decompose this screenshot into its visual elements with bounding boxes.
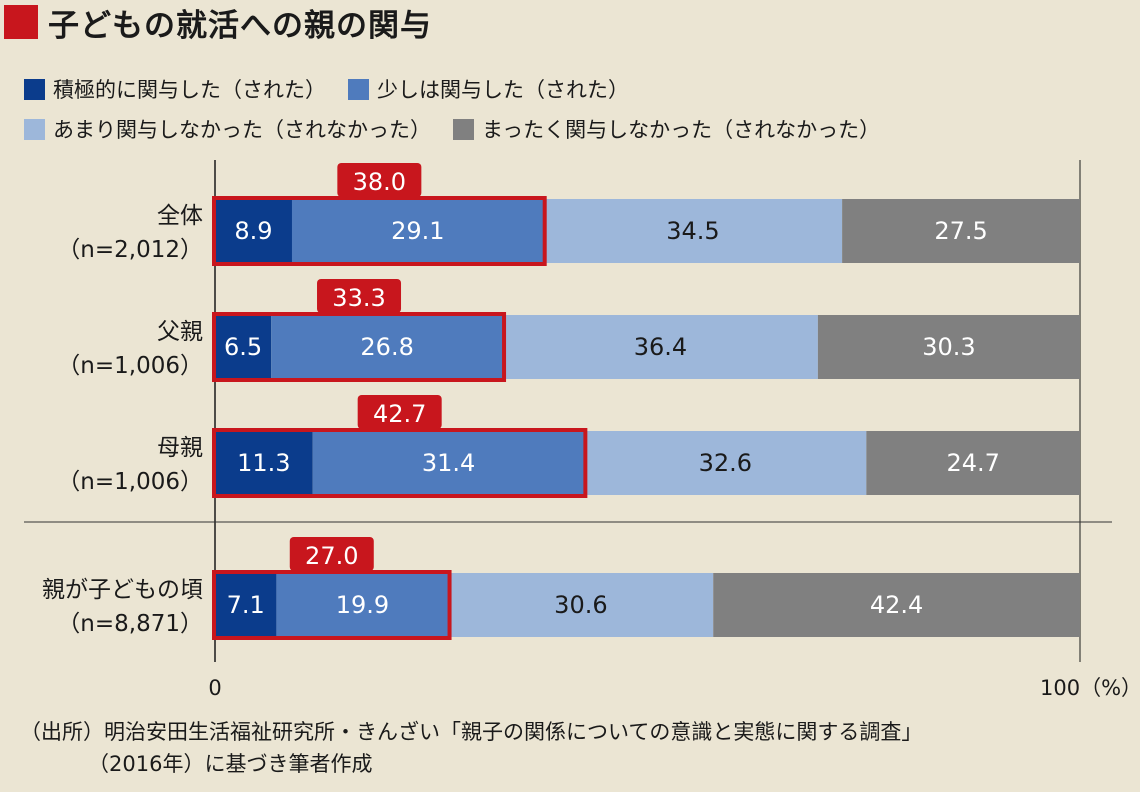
data-label: 32.6 [699, 449, 752, 477]
data-label: 11.3 [237, 449, 290, 477]
category-sample-size: （n=8,871） [57, 611, 203, 637]
data-label: 19.9 [336, 591, 389, 619]
source-line-2: （2016年）に基づき筆者作成 [88, 752, 373, 776]
legend-swatch [24, 118, 45, 140]
category-label: 親が子どもの頃 [42, 577, 203, 603]
legend-item: まったく関与しなかった（されなかった） [453, 114, 880, 144]
data-label: 42.4 [870, 591, 923, 619]
bar-segment [842, 199, 1080, 263]
category-sample-size: （n=1,006） [57, 353, 203, 379]
bar-segment [543, 199, 843, 263]
category-label: 父親 [157, 319, 203, 345]
bar-segment [215, 431, 313, 495]
category-label: 母親 [157, 435, 203, 461]
data-label: 27.5 [934, 217, 987, 245]
legend-label: 少しは関与した（された） [377, 78, 629, 102]
legend-swatch [453, 118, 474, 140]
x-tick-label: 0 [208, 676, 221, 700]
bar-segment [584, 431, 867, 495]
legend-swatch [24, 78, 45, 100]
data-label: 6.5 [224, 333, 262, 361]
bar-segment [291, 199, 544, 263]
highlight-box [212, 570, 452, 640]
highlight-total-label: 38.0 [353, 168, 406, 196]
legend-item: 少しは関与した（された） [348, 74, 629, 104]
title-marker [4, 5, 38, 39]
bar-segment [448, 573, 714, 637]
data-label: 30.3 [922, 333, 975, 361]
highlight-total-label: 42.7 [373, 400, 426, 428]
bar-segment [215, 573, 277, 637]
legend-label: まったく関与しなかった（されなかった） [482, 118, 881, 142]
data-label: 31.4 [422, 449, 475, 477]
highlight-total-label: 27.0 [305, 542, 358, 570]
bar-segment [215, 199, 292, 263]
bar-segment [215, 315, 272, 379]
data-label: 36.4 [634, 333, 687, 361]
data-label: 8.9 [234, 217, 272, 245]
legend-item: 積極的に関与した（された） [24, 74, 326, 104]
title-bar: 子どもの就活への親の関与 [0, 0, 432, 44]
bar-segment [817, 315, 1080, 379]
category-sample-size: （n=2,012） [57, 237, 203, 263]
highlight-total-badge [317, 279, 402, 313]
bar-segment [271, 315, 504, 379]
bar-segment [312, 431, 585, 495]
legend-label: 積極的に関与した（された） [53, 78, 326, 102]
legend-item: あまり関与しなかった（されなかった） [24, 114, 431, 144]
highlight-total-badge [289, 537, 374, 571]
highlight-box [212, 312, 507, 382]
x-tick-label: 100（%） [1040, 676, 1140, 700]
legend-swatch [348, 78, 369, 100]
legend-label: あまり関与しなかった（されなかった） [53, 118, 431, 142]
bar-segment [276, 573, 449, 637]
source-line-1: （出所）明治安田生活福祉研究所・きんざい「親子の関係についての意識と実態に関する… [20, 720, 923, 744]
bar-segment [866, 431, 1080, 495]
highlight-total-label: 33.3 [332, 284, 385, 312]
data-label: 29.1 [391, 217, 444, 245]
legend-row-2: あまり関与しなかった（されなかった） まったく関与しなかった（されなかった） [24, 114, 902, 144]
highlight-box [212, 428, 588, 498]
data-label: 24.7 [946, 449, 999, 477]
highlight-total-badge [337, 163, 422, 197]
highlight-total-badge [357, 395, 442, 429]
category-sample-size: （n=1,006） [57, 469, 203, 495]
data-label: 34.5 [666, 217, 719, 245]
chart-title: 子どもの就活への親の関与 [48, 7, 432, 44]
bar-segment [503, 315, 818, 379]
data-label: 26.8 [360, 333, 413, 361]
highlight-box [212, 196, 547, 266]
category-label: 全体 [157, 203, 203, 229]
data-label: 30.6 [554, 591, 607, 619]
data-label: 7.1 [227, 591, 265, 619]
legend-row-1: 積極的に関与した（された） 少しは関与した（された） [24, 74, 651, 104]
bar-segment [713, 573, 1080, 637]
